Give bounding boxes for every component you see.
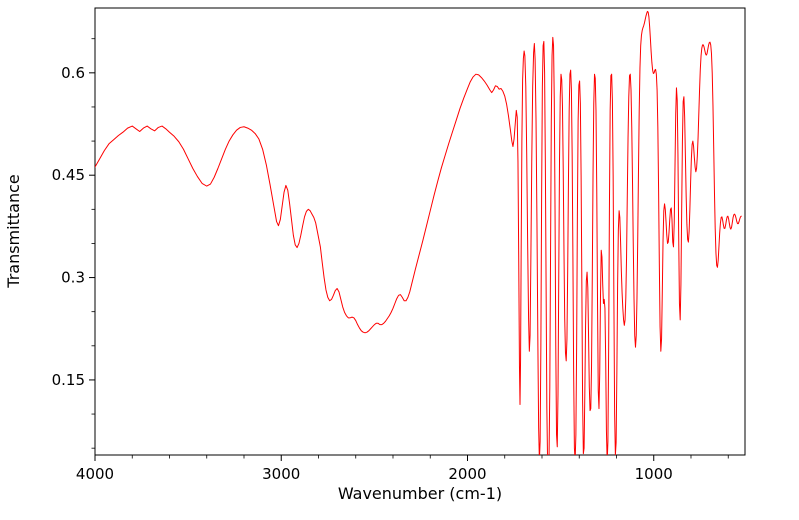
axes-layer: 4000 3000 2000 1000 0.15 0.3 0.45 0.6 — [52, 7, 746, 483]
spectrum-line — [95, 10, 742, 455]
y-tick-label: 0.15 — [52, 371, 85, 389]
x-tick-label: 2000 — [448, 465, 486, 483]
plot-frame — [94, 7, 746, 456]
y-tick-label: 0.3 — [61, 269, 85, 287]
x-tick-label: 1000 — [635, 465, 673, 483]
y-tick-label: 0.6 — [61, 64, 85, 82]
series-layer — [95, 10, 742, 455]
x-tick-label: 3000 — [262, 465, 300, 483]
x-tick-label: 4000 — [76, 465, 114, 483]
y-axis-label: Transmittance — [4, 174, 23, 288]
y-tick-label: 0.45 — [52, 166, 85, 184]
x-axis-label: Wavenumber (cm-1) — [338, 484, 502, 503]
